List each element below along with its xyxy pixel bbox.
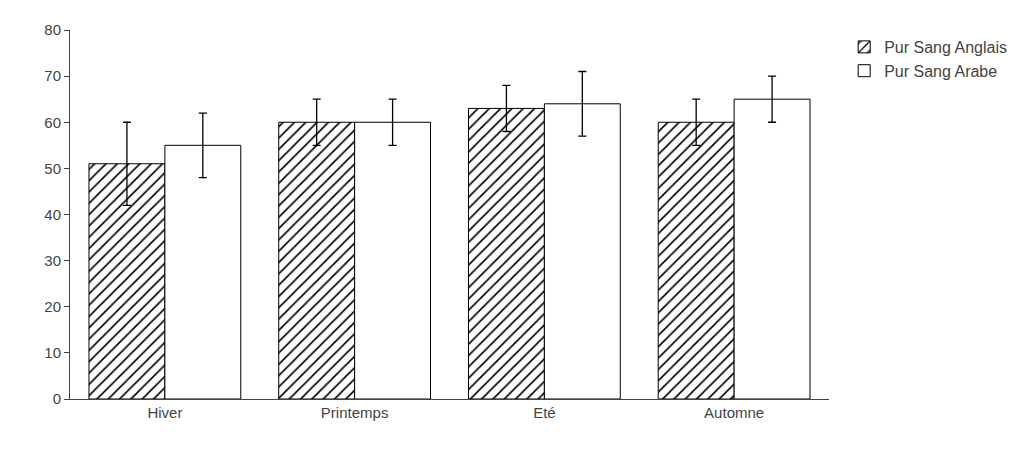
svg-text:0: 0: [53, 390, 61, 407]
svg-text:20: 20: [44, 298, 61, 315]
svg-text:70: 70: [44, 67, 61, 84]
svg-text:Automne: Automne: [704, 404, 764, 421]
svg-text:Hiver: Hiver: [147, 404, 182, 421]
svg-text:40: 40: [44, 206, 61, 223]
svg-text:50: 50: [44, 160, 61, 177]
svg-text:80: 80: [44, 21, 61, 38]
svg-text:Eté: Eté: [533, 404, 556, 421]
svg-text:10: 10: [44, 344, 61, 361]
svg-text:Printemps: Printemps: [321, 404, 389, 421]
svg-text:Pur Sang Arabe: Pur Sang Arabe: [884, 63, 997, 80]
svg-text:60: 60: [44, 114, 61, 131]
svg-text:30: 30: [44, 252, 61, 269]
svg-text:Pur Sang Anglais: Pur Sang Anglais: [884, 39, 1007, 56]
